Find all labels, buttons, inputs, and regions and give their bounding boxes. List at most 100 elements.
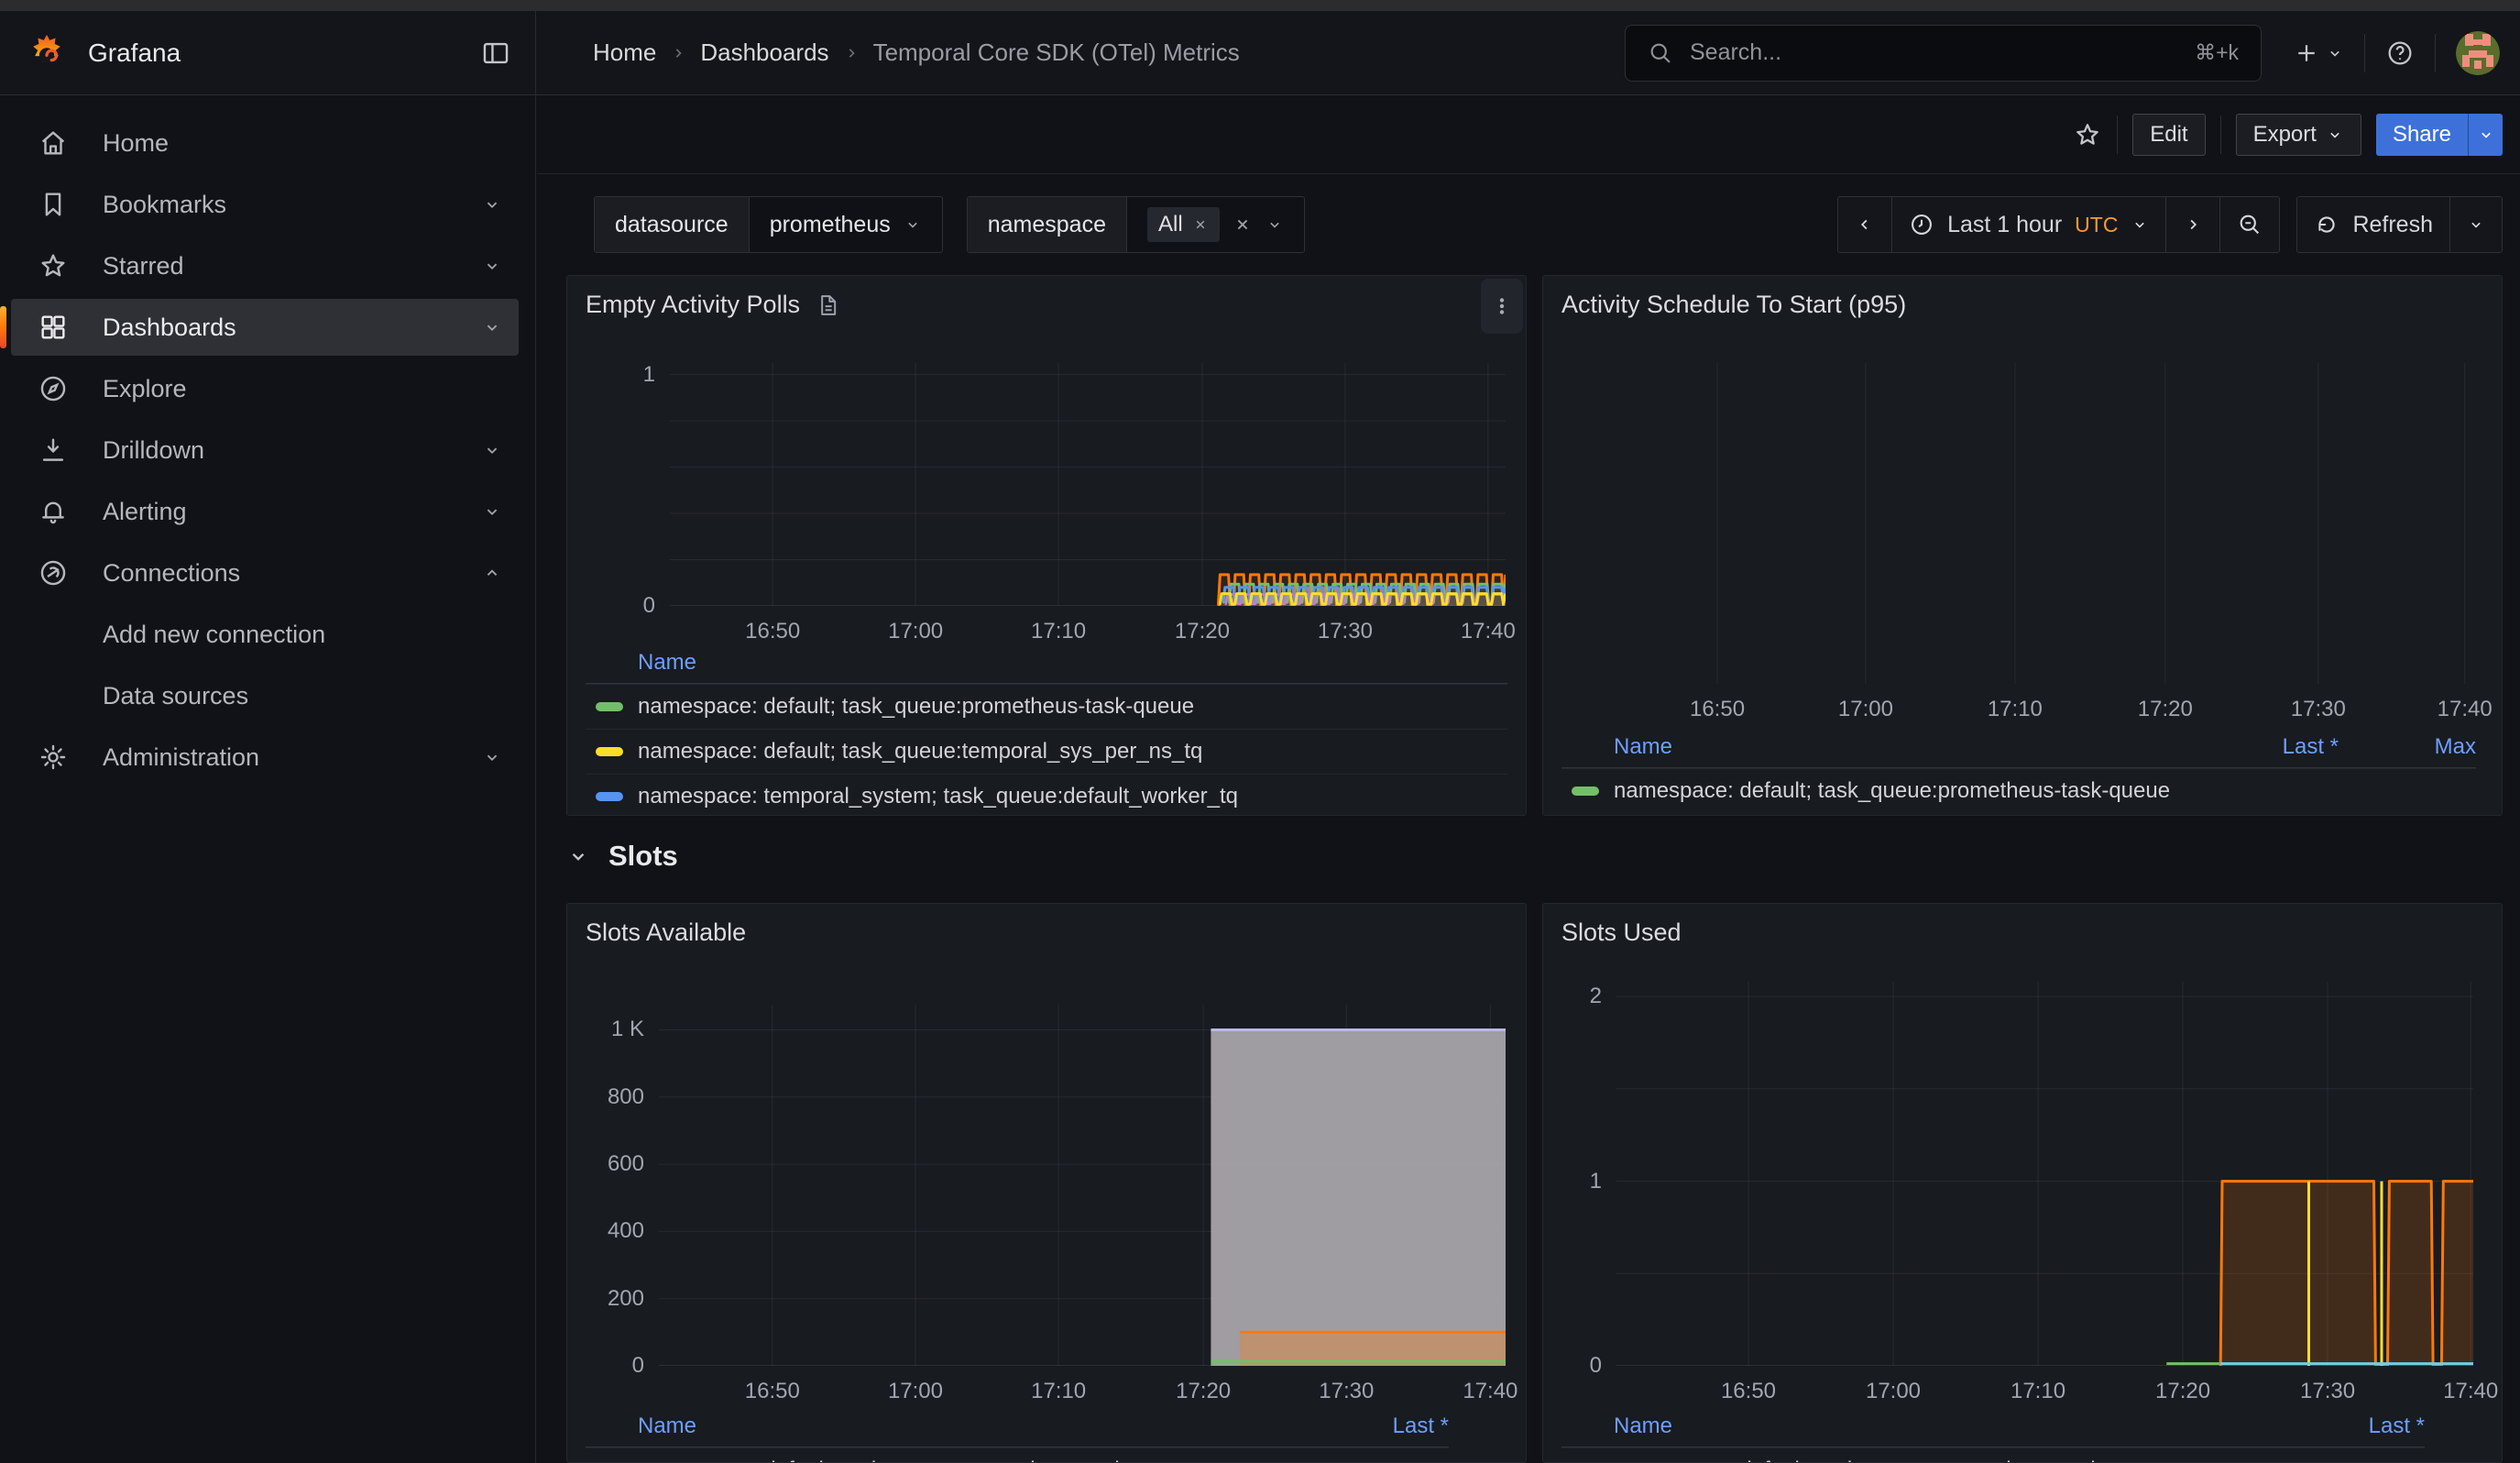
chevron-down-icon[interactable] bbox=[482, 747, 502, 767]
x-axis-tick: 17:40 bbox=[1463, 1379, 1517, 1404]
chevron-down-icon[interactable] bbox=[482, 501, 502, 522]
legend-column[interactable]: Name bbox=[1614, 734, 1672, 760]
panel-activity-schedule-to-start: Activity Schedule To Start (p95) 16:5017… bbox=[1542, 275, 2503, 816]
search-shortcut: ⌘+k bbox=[2195, 40, 2239, 65]
y-axis-tick: 0 bbox=[643, 593, 655, 619]
search-input[interactable] bbox=[1688, 38, 2180, 67]
legend-column[interactable]: Name bbox=[638, 1414, 696, 1439]
legend-label: namespace: default; task_queue:temporal_… bbox=[638, 739, 1507, 764]
sidebar-item-dashboards[interactable]: Dashboards bbox=[11, 299, 519, 356]
sidebar-item-bookmarks[interactable]: Bookmarks bbox=[11, 176, 519, 233]
legend-row[interactable]: namespace: temporal_system; task_queue:d… bbox=[586, 774, 1507, 816]
panel-description-icon[interactable] bbox=[815, 292, 840, 318]
chevron-down-icon[interactable] bbox=[482, 317, 502, 337]
drilldown-icon bbox=[37, 434, 70, 466]
chevron-up-icon[interactable] bbox=[482, 563, 502, 583]
x-axis-tick: 17:10 bbox=[2011, 1379, 2065, 1404]
sidebar-item-add-new-connection[interactable]: Add new connection bbox=[11, 606, 519, 663]
user-avatar[interactable] bbox=[2456, 31, 2500, 75]
sidebar-item-label: Alerting bbox=[103, 498, 187, 526]
panel-title[interactable]: Empty Activity Polls bbox=[586, 291, 840, 319]
close-icon[interactable] bbox=[1192, 216, 1209, 233]
x-axis-tick: 17:20 bbox=[1175, 619, 1230, 644]
sidebar-item-label: Administration bbox=[103, 743, 259, 772]
grafana-logo-icon[interactable] bbox=[26, 32, 68, 74]
bookmark-icon bbox=[37, 189, 70, 220]
time-range-group: Last 1 hour UTC bbox=[1837, 196, 2280, 253]
refresh-interval-button[interactable] bbox=[2450, 197, 2502, 252]
chevron-right-icon bbox=[842, 44, 860, 62]
y-axis-tick: 1 K bbox=[611, 1017, 644, 1042]
edit-button[interactable]: Edit bbox=[2132, 114, 2205, 156]
refresh-button[interactable]: Refresh bbox=[2297, 197, 2450, 252]
sidebar-item-administration[interactable]: Administration bbox=[11, 729, 519, 786]
breadcrumb-dashboards[interactable]: Dashboards bbox=[700, 38, 828, 67]
add-menu-button[interactable] bbox=[2293, 39, 2344, 67]
x-axis-tick: 17:00 bbox=[1866, 1379, 1921, 1404]
window-title-strip bbox=[0, 0, 2520, 11]
zoom-out-icon bbox=[2237, 212, 2263, 237]
x-axis-tick: 17:30 bbox=[1318, 619, 1373, 644]
chevron-down-icon[interactable] bbox=[482, 194, 502, 214]
export-button[interactable]: Export bbox=[2236, 114, 2361, 156]
chevron-down-icon[interactable] bbox=[482, 256, 502, 276]
clear-all-icon[interactable] bbox=[1233, 214, 1253, 235]
legend-row[interactable]: namespace: default; task_queue:prometheu… bbox=[586, 684, 1507, 729]
sidebar-item-drilldown[interactable]: Drilldown bbox=[11, 422, 519, 478]
x-axis-tick: 17:10 bbox=[1031, 1379, 1086, 1404]
time-shift-forward-button[interactable] bbox=[2166, 197, 2220, 252]
chart-plot[interactable]: 16:5017:0017:1017:2017:3017:40 bbox=[1561, 363, 2489, 684]
row-section-slots[interactable]: Slots bbox=[566, 840, 678, 873]
chart-legend: Name namespace: default; task_queue:prome… bbox=[586, 643, 1507, 816]
chart-plot[interactable]: 02004006008001 K16:5017:0017:1017:2017:3… bbox=[659, 1005, 1506, 1366]
chevron-down-icon bbox=[904, 215, 922, 234]
sidebar-item-connections[interactable]: Connections bbox=[11, 544, 519, 601]
panel-menu-button[interactable] bbox=[1481, 279, 1523, 334]
panel-title[interactable]: Slots Used bbox=[1561, 918, 1682, 947]
header-main-zone: Home Dashboards Temporal Core SDK (OTel)… bbox=[536, 11, 2520, 94]
legend-label: namespace: temporal_system; task_queue:d… bbox=[638, 784, 1507, 809]
chart-plot[interactable]: 0116:5017:0017:1017:2017:3017:40 bbox=[670, 363, 1506, 606]
legend-column[interactable]: Last * bbox=[2287, 1414, 2425, 1439]
sidebar-item-alerting[interactable]: Alerting bbox=[11, 483, 519, 540]
datasource-variable: datasource prometheus bbox=[594, 196, 943, 253]
sidebar-item-starred[interactable]: Starred bbox=[11, 237, 519, 294]
chart-plot[interactable]: 01216:5017:0017:1017:2017:3017:40 bbox=[1616, 982, 2473, 1366]
datasource-select[interactable]: prometheus bbox=[750, 197, 942, 252]
zoom-out-button[interactable] bbox=[2220, 197, 2279, 252]
brand-title: Grafana bbox=[88, 38, 181, 68]
sidebar-item-home[interactable]: Home bbox=[11, 115, 519, 171]
search-box[interactable]: ⌘+k bbox=[1625, 25, 2262, 82]
chevron-down-icon[interactable] bbox=[482, 440, 502, 460]
legend-column[interactable]: Last * bbox=[1311, 1414, 1449, 1439]
legend-row[interactable]: namespace: default; task_queue:prometheu… bbox=[1561, 768, 2476, 813]
refresh-group: Refresh bbox=[2296, 196, 2503, 253]
sidebar-item-data-sources[interactable]: Data sources bbox=[11, 667, 519, 724]
sidebar-item-explore[interactable]: Explore bbox=[11, 360, 519, 417]
namespace-chip-all[interactable]: All bbox=[1147, 207, 1220, 242]
bell-icon bbox=[37, 496, 70, 527]
panel-title[interactable]: Activity Schedule To Start (p95) bbox=[1561, 291, 1906, 319]
namespace-select[interactable]: All bbox=[1127, 197, 1304, 252]
header-divider bbox=[2364, 34, 2365, 72]
share-menu-button[interactable] bbox=[2468, 114, 2503, 156]
legend-column[interactable]: Max bbox=[2339, 734, 2476, 760]
share-button[interactable]: Share bbox=[2376, 114, 2468, 156]
time-shift-back-button[interactable] bbox=[1838, 197, 1892, 252]
sidebar-toggle-icon[interactable] bbox=[480, 38, 511, 69]
time-range-picker[interactable]: Last 1 hour UTC bbox=[1892, 197, 2166, 252]
y-axis-tick: 800 bbox=[608, 1084, 644, 1110]
panel-title[interactable]: Slots Available bbox=[586, 918, 746, 947]
legend-column[interactable]: Name bbox=[1614, 1414, 1672, 1439]
breadcrumb-home[interactable]: Home bbox=[593, 38, 656, 67]
chevron-left-icon bbox=[1855, 214, 1875, 235]
legend-column[interactable]: Last * bbox=[2201, 734, 2339, 760]
legend-row[interactable]: namespace: default; task_queue:prometheu… bbox=[586, 1447, 1449, 1463]
legend-row[interactable]: namespace: default; task_queue:prometheu… bbox=[1561, 1447, 2425, 1463]
legend-column[interactable]: Name bbox=[638, 650, 696, 676]
help-icon[interactable] bbox=[2385, 38, 2415, 68]
star-dashboard-button[interactable] bbox=[2073, 120, 2102, 149]
time-controls: Last 1 hour UTC Refresh bbox=[1837, 196, 2503, 253]
legend-row[interactable]: namespace: default; task_queue:temporal_… bbox=[586, 729, 1507, 774]
gear-icon bbox=[37, 742, 70, 773]
